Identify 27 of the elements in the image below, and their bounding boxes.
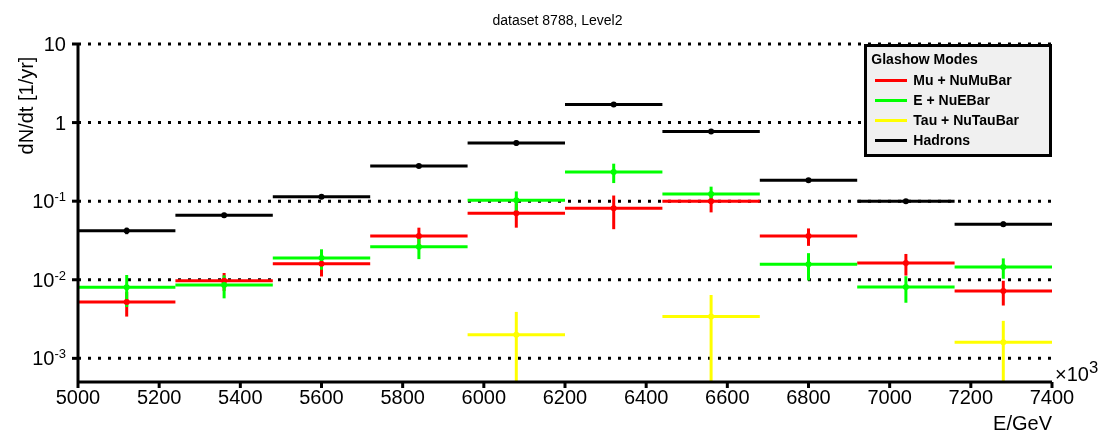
x-tick-label: 6600 <box>705 386 750 409</box>
x-tick-label: 5600 <box>299 386 344 409</box>
x-tick-label: 5000 <box>55 386 101 409</box>
y-tick-label: 10 <box>43 33 66 55</box>
x-tick-label: 7000 <box>867 386 912 409</box>
x-tick-label: 7200 <box>948 386 994 409</box>
x-tick-label: 5400 <box>218 386 263 409</box>
y-axis-title: dN/dt [1/yr] <box>14 56 37 155</box>
x-tick-label: 7400 <box>1029 386 1075 409</box>
x-tick-label: 6400 <box>623 386 669 409</box>
x-tick-label: 6800 <box>786 386 831 409</box>
legend-label: Tau + NuTauBar <box>913 112 1019 128</box>
y-tick-label: 10$^{-1}$ <box>32 188 66 213</box>
legend-label: Hadrons <box>913 132 971 148</box>
x-axis-title: E/GeV <box>993 412 1052 435</box>
chart-title: dataset 8788, Level2 <box>491 12 624 28</box>
y-tick-label: 1 <box>54 111 66 134</box>
text: ×10$^{3}$ <box>1055 358 1099 386</box>
x-tick-label: 6200 <box>542 386 588 409</box>
x-tick-label: 6000 <box>461 386 507 409</box>
y-tick-label: 10$^{-3}$ <box>32 345 66 370</box>
legend-label: Mu + NuMuBar <box>913 72 1012 88</box>
x-tick-label: 5800 <box>380 386 425 409</box>
legend-label: E + NuEBar <box>913 92 990 108</box>
legend-title: Glashow Modes <box>871 51 979 67</box>
y-tick-label: 10$^{-2}$ <box>32 267 66 291</box>
x-tick-label: 5200 <box>136 386 182 409</box>
